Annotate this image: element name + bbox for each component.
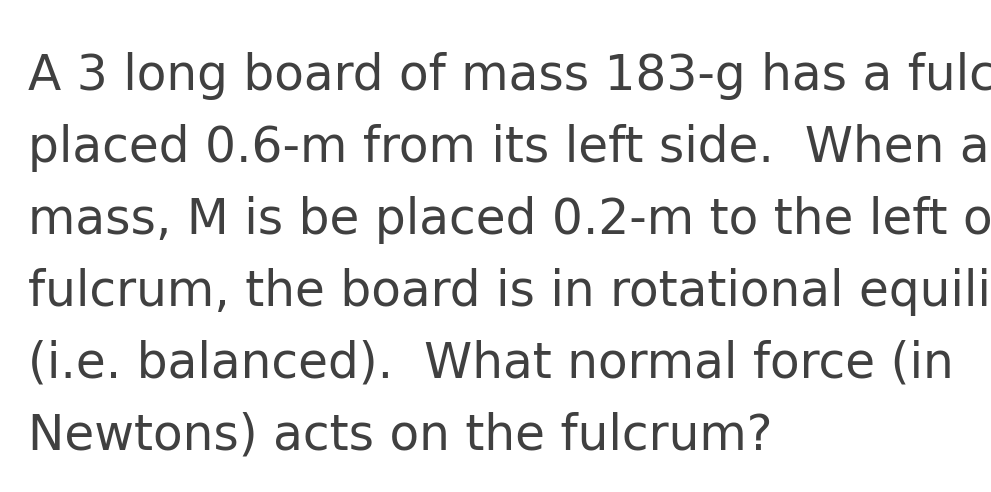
Text: A 3 long board of mass 183-g has a fulcrum: A 3 long board of mass 183-g has a fulcr… xyxy=(28,52,991,100)
Text: placed 0.6-m from its left side.  When a: placed 0.6-m from its left side. When a xyxy=(28,124,990,172)
Text: Newtons) acts on the fulcrum?: Newtons) acts on the fulcrum? xyxy=(28,412,773,460)
Text: fulcrum, the board is in rotational equilibrium: fulcrum, the board is in rotational equi… xyxy=(28,268,991,316)
Text: (i.e. balanced).  What normal force (in: (i.e. balanced). What normal force (in xyxy=(28,340,953,388)
Text: mass, M is be placed 0.2-m to the left of the: mass, M is be placed 0.2-m to the left o… xyxy=(28,196,991,244)
